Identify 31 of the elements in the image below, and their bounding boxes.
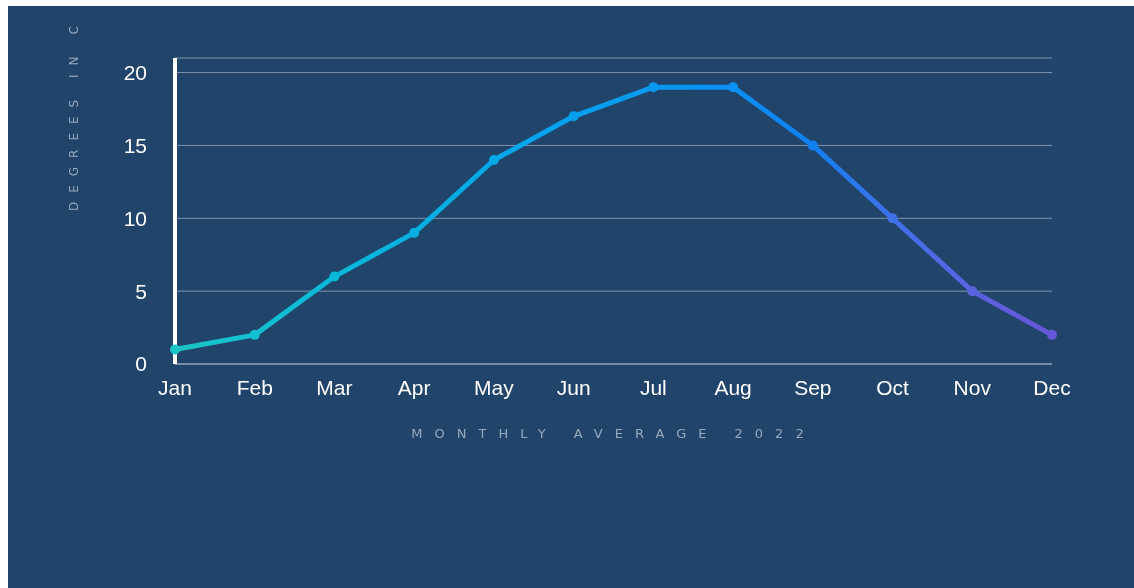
- y-tick-label: 0: [135, 352, 147, 376]
- point: [807, 140, 818, 151]
- point: [887, 213, 898, 224]
- point: [488, 155, 499, 165]
- x-tick-label: May: [474, 375, 515, 399]
- x-tick-label: Sep: [794, 375, 832, 399]
- point: [409, 227, 420, 238]
- point: [170, 344, 180, 355]
- point: [1047, 329, 1057, 340]
- x-tick-label: Jun: [556, 375, 591, 399]
- x-tick-label: Jul: [639, 375, 667, 399]
- point: [967, 286, 978, 297]
- x-tick-label: Oct: [876, 375, 910, 399]
- x-tick-label: Apr: [397, 375, 431, 399]
- x-tick-label: Aug: [714, 375, 752, 399]
- y-tick-label: 10: [123, 206, 147, 230]
- x-axis-title: MONTHLY AVERAGE 2022: [411, 426, 816, 441]
- point: [648, 82, 659, 93]
- y-tick-label: 15: [123, 133, 147, 157]
- x-tick-label: Mar: [316, 375, 353, 399]
- x-tick-label: Jan: [158, 375, 192, 399]
- y-tick-label: 20: [123, 61, 147, 85]
- x-tick-label: Nov: [953, 375, 992, 399]
- x-tick-label: Feb: [236, 375, 273, 399]
- point: [249, 329, 260, 340]
- y-tick-label: 5: [135, 279, 147, 303]
- x-tick-label: Dec: [1033, 375, 1071, 399]
- point: [568, 111, 579, 122]
- point: [728, 82, 739, 93]
- point: [329, 271, 340, 282]
- y-axis-title: DEGREES IN C: [67, 17, 82, 211]
